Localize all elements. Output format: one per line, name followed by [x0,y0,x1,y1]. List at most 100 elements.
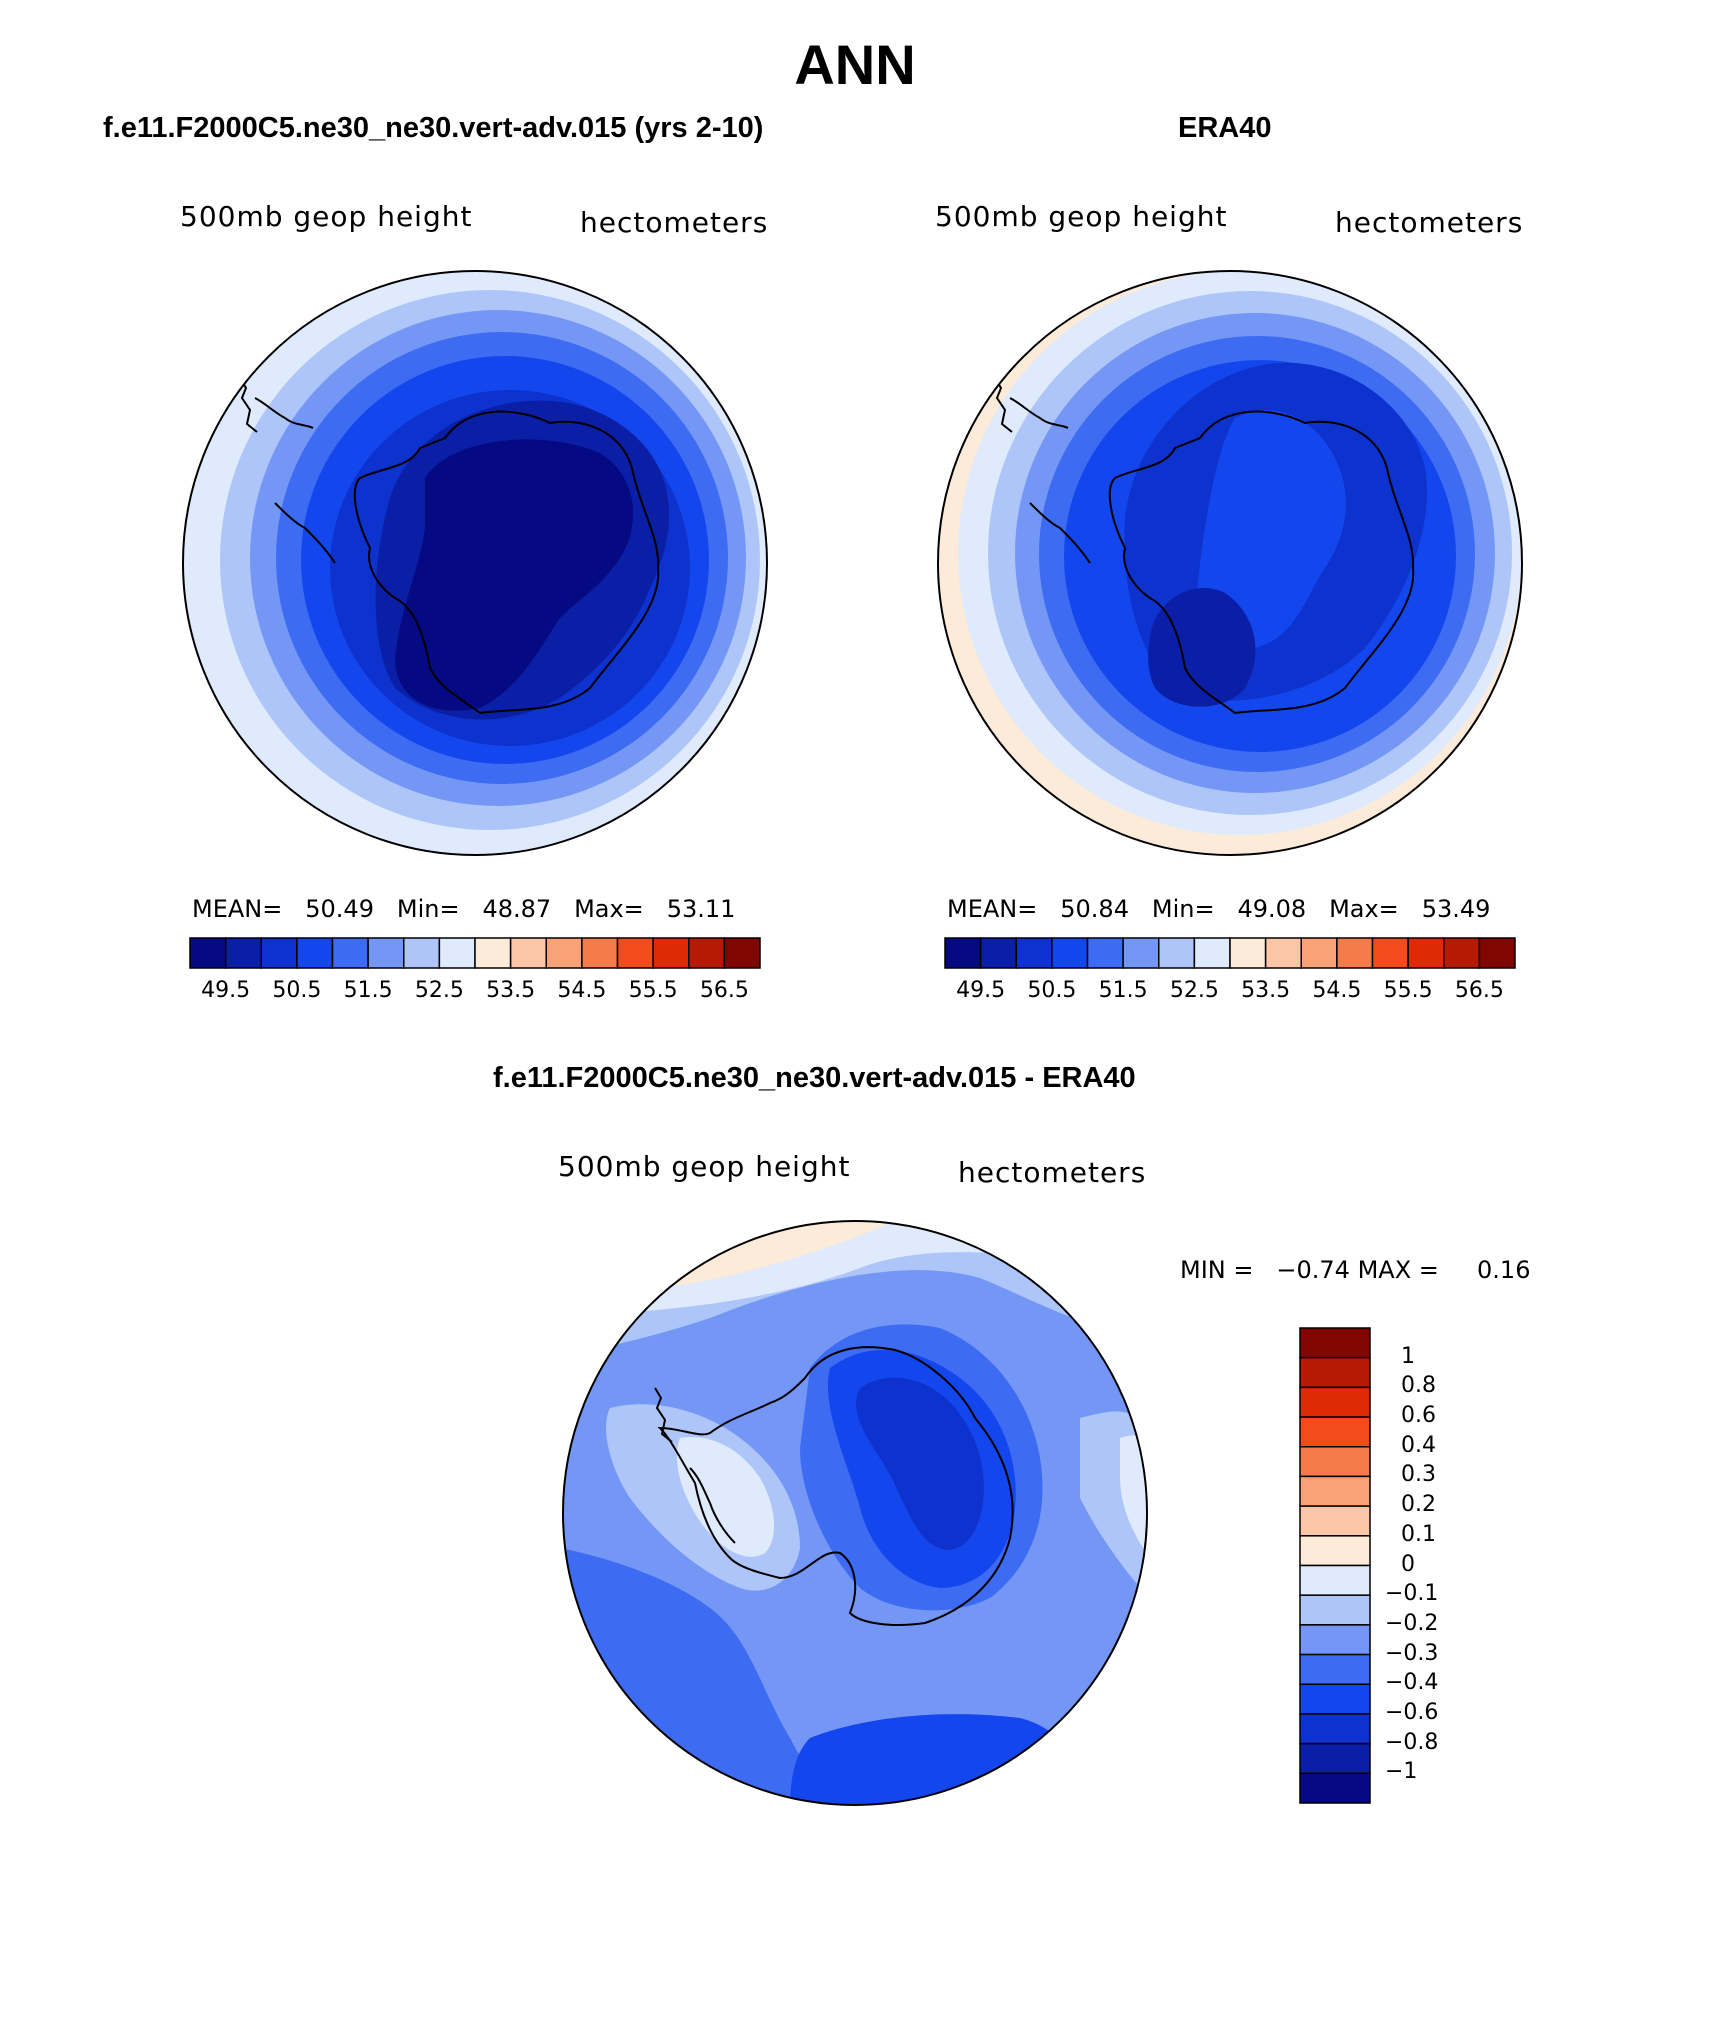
contour-band [676,1437,775,1557]
colorbar-tick-label: 50.5 [1027,978,1077,1003]
colorbar-tick-label: 1 [1401,1343,1415,1369]
colorbar-swatch [979,937,1017,969]
colorbar-swatch [1478,937,1516,969]
map-boundary [937,270,1523,856]
colorbar-swatch [1407,937,1445,969]
panel-3-max-label: MAX = [1357,1256,1439,1284]
colorbar-swatch [189,937,227,969]
colorbar-tick-label: 53.5 [1241,978,1291,1003]
colorbar-swatch [1299,1594,1371,1626]
colorbar-swatch [1158,937,1196,969]
colorbar-tick-label: 54.5 [1312,978,1362,1003]
colorbar-tick-label: 0.3 [1401,1462,1436,1488]
coastline [994,377,1013,433]
colorbar-swatch [1299,1772,1371,1804]
colorbar-swatch [1299,1416,1371,1448]
panel-3-title: f.e11.F2000C5.ne30_ne30.vert-adv.015 - E… [493,1062,1136,1094]
colorbar-tick-label: 55.5 [1383,978,1433,1003]
panel-2-mean-value: 50.84 [1060,895,1129,923]
figure-title: ANN [794,33,916,96]
colorbar-swatch [224,937,262,969]
panel-2-min-value: 49.08 [1237,895,1307,923]
panel-1-stats: MEAN= 50.49 Min= 48.87 Max= 53.11 [192,895,735,923]
colorbar-tick-label: 51.5 [343,978,393,1003]
panel-1-title: f.e11.F2000C5.ne30_ne30.vert-adv.015 (yr… [103,112,764,144]
panel-1-colorbar-labels: 49.5 50.5 51.5 52.5 53.5 54.5 55.5 56.5 [190,978,760,1008]
panel-3-colorbar-labels: 1 0.8 0.6 0.4 0.3 0.2 0.1 0 −0.1 −0.2 −0.3 −0.4 −0.6… [1385,1328,1505,1803]
map-boundary [182,270,768,856]
colorbar-swatch [474,937,512,969]
colorbar-swatch [1299,1713,1371,1745]
colorbar-tick-label: −0.3 [1385,1640,1439,1666]
panel-3-minmax: MIN = −0.74 MAX = 0.16 [1180,1256,1530,1284]
colorbar-swatch [331,937,369,969]
colorbar-swatch [688,937,726,969]
panel-3-min-label: MIN = [1180,1256,1254,1284]
panel-2-units-label: hectometers [1335,206,1524,239]
panel-2-colorbar [944,937,1516,969]
panel-1-mean-value: 50.49 [305,895,374,923]
colorbar-tick-label: 52.5 [1169,978,1219,1003]
panel-3-min-value: −0.74 [1276,1256,1350,1284]
panel-1-max-label: Max= [574,895,644,923]
panel-1-min-value: 48.87 [482,895,552,923]
panel-1-variable-label: 500mb geop height [180,200,473,233]
panel-3-max-value: 0.16 [1477,1256,1531,1284]
colorbar-swatch [1193,937,1231,969]
colorbar-swatch [1299,1505,1371,1537]
contour-band [1148,588,1256,707]
colorbar-tick-label: 0.8 [1401,1373,1436,1399]
colorbar-tick-label: 50.5 [272,978,322,1003]
contour-band [395,439,634,711]
panel-1-map [182,270,768,856]
colorbar-swatch [1299,1624,1371,1656]
colorbar-tick-label: 0.2 [1401,1492,1436,1518]
colorbar-swatch [1015,937,1053,969]
colorbar-tick-label: 51.5 [1098,978,1148,1003]
colorbar-swatch [1299,1653,1371,1685]
colorbar-swatch [1299,1356,1371,1389]
panel-1-mean-label: MEAN= [192,895,283,923]
colorbar-tick-label: 52.5 [414,978,464,1003]
colorbar-tick-label: −0.8 [1385,1729,1439,1755]
colorbar-tick-label: 53.5 [486,978,536,1003]
colorbar-swatch [1086,937,1124,969]
coastline [274,502,336,564]
panel-2-variable-label: 500mb geop height [935,200,1228,233]
colorbar-swatch [1299,1535,1371,1567]
colorbar-swatch [1371,937,1409,969]
colorbar-tick-label: 55.5 [628,978,678,1003]
colorbar-swatch [723,937,761,969]
colorbar-tick-label: 49.5 [201,978,251,1003]
colorbar-tick-label: 49.5 [956,978,1006,1003]
colorbar-swatch [1299,1327,1371,1359]
colorbar-swatch [616,937,654,969]
colorbar-tick-label: 54.5 [557,978,607,1003]
colorbar-swatch [652,937,690,969]
colorbar-swatch [545,937,583,969]
colorbar-swatch [438,937,476,969]
colorbar-swatch [260,937,298,969]
colorbar-tick-label: −0.6 [1385,1699,1439,1725]
colorbar-tick-label: 56.5 [1454,978,1504,1003]
colorbar-tick-label: −0.4 [1385,1670,1439,1696]
contour-band [1196,410,1346,650]
colorbar-swatch [1051,937,1089,969]
colorbar-tick-label: 56.5 [699,978,749,1003]
colorbar-swatch [1299,1386,1371,1418]
colorbar-swatch [1299,1564,1371,1596]
panel-2-min-label: Min= [1151,895,1215,923]
panel-2-max-value: 53.49 [1421,895,1491,923]
panel-2-map [937,270,1523,856]
panel-2-mean-label: MEAN= [947,895,1038,923]
colorbar-swatch [1299,1742,1371,1775]
colorbar-swatch [296,937,334,969]
coastline [254,397,314,429]
panel-1-colorbar [189,937,761,969]
panel-3-units-label: hectometers [958,1156,1147,1189]
colorbar-swatch [1264,937,1302,969]
coastline [1009,397,1069,429]
panel-2-title: ERA40 [1178,112,1272,144]
colorbar-tick-label: 0.4 [1401,1432,1436,1458]
panel-3-variable-label: 500mb geop height [558,1150,851,1183]
